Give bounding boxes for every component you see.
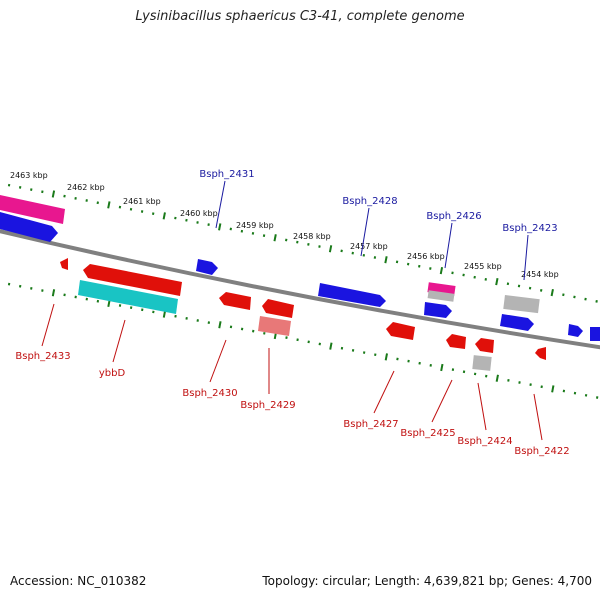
gene-bar[interactable] (424, 302, 452, 318)
tick-mark (495, 277, 499, 286)
gene-label-reverse[interactable]: Bsph_2422 (514, 446, 569, 457)
tick-marks (7, 183, 599, 399)
gene-pink[interactable] (0, 195, 65, 224)
gene-bar[interactable] (0, 212, 58, 242)
leader-line (431, 379, 453, 423)
gene-bar[interactable] (83, 264, 182, 296)
scale-labels: 2463 kbp 2462 kbp 2461 kbp 2460 kbp 2459… (10, 171, 559, 279)
gene-bsph-2429-light[interactable] (258, 316, 291, 336)
leader-line (209, 339, 227, 383)
gene-bsph-2433[interactable] (60, 258, 68, 270)
accession-text: Accession: NC_010382 (10, 574, 147, 588)
gene-bsph-2424-gray[interactable] (472, 355, 492, 371)
gene-label-reverse[interactable]: ybbD (99, 368, 126, 379)
gene-bsph-2431[interactable] (196, 259, 218, 275)
tick-mark (51, 289, 56, 297)
scale-label: 2459 kbp (236, 221, 274, 230)
leader-line (360, 207, 370, 257)
scale-label: 2460 kbp (180, 209, 218, 218)
leader-line (533, 393, 543, 441)
scale-label: 2456 kbp (407, 252, 445, 261)
tick-mark (384, 353, 389, 361)
gene-bsph-2425[interactable] (446, 334, 466, 349)
gene-label-reverse[interactable]: Bsph_2430 (182, 388, 237, 399)
gene-bsph-2424[interactable] (475, 338, 494, 353)
gene-bsph-2430[interactable] (219, 292, 251, 310)
tick-mark (550, 288, 554, 297)
gene-label-forward[interactable]: Bsph_2423 (502, 223, 557, 234)
gene-label-forward[interactable]: Bsph_2426 (426, 211, 481, 222)
leader-line (112, 319, 126, 363)
gene-label-reverse[interactable]: Bsph_2427 (343, 419, 398, 430)
map-title: Lysinibacillus sphaericus C3-41, complet… (135, 9, 465, 24)
tick-mark (551, 385, 555, 393)
gene-bsph-2429[interactable] (262, 299, 294, 318)
gene-bsph-2423-gray[interactable] (503, 294, 540, 314)
leader-line (444, 222, 453, 269)
tick-mark (495, 374, 499, 382)
gene-label-reverse[interactable]: Bsph_2425 (400, 428, 455, 439)
gene-bar[interactable] (500, 314, 534, 331)
gene-label-forward[interactable]: Bsph_2431 (199, 169, 254, 180)
leader-line (215, 180, 226, 229)
scale-label: 2461 kbp (123, 197, 161, 206)
reverse-genes (60, 258, 546, 371)
tick-mark (107, 299, 111, 308)
scale-label: 2463 kbp (10, 171, 48, 180)
leader-line (523, 234, 529, 281)
tick-mark (218, 321, 222, 329)
forward-genes (0, 195, 600, 341)
gene-label-forward[interactable]: Bsph_2428 (342, 196, 397, 207)
scale-label: 2457 kbp (350, 242, 388, 251)
gene-bsph-2426-gray[interactable] (427, 290, 455, 302)
tick-mark (439, 267, 444, 275)
gene-bar[interactable] (590, 327, 600, 341)
gene-bsph-2422[interactable] (535, 347, 546, 360)
leader-line (373, 370, 395, 414)
leader-line (41, 303, 55, 347)
label-leaders (41, 180, 543, 441)
scale-label: 2454 kbp (521, 270, 559, 279)
gene-label-reverse[interactable]: Bsph_2429 (240, 400, 295, 411)
leader-line (477, 382, 487, 431)
gene-label-reverse[interactable]: Bsph_2424 (457, 436, 512, 447)
genome-backbone (0, 229, 600, 350)
tick-mark (329, 342, 333, 350)
gene-label-reverse[interactable]: Bsph_2433 (15, 351, 70, 362)
tick-mark (384, 256, 388, 264)
tick-mark (218, 223, 222, 231)
scale-label: 2455 kbp (464, 262, 502, 271)
tick-mark (162, 212, 166, 220)
topology-text: Topology: circular; Length: 4,639,821 bp… (262, 574, 592, 588)
tick-mark (328, 245, 333, 253)
tick-mark (273, 234, 277, 242)
gene-ybbd[interactable] (78, 280, 178, 314)
tick-mark (440, 363, 444, 372)
scale-label: 2458 kbp (293, 232, 331, 241)
scale-label: 2462 kbp (67, 183, 105, 192)
gene-bsph-2428[interactable] (318, 283, 386, 307)
gene-bsph-2427[interactable] (386, 322, 415, 340)
tick-mark (51, 190, 56, 198)
tick-mark (107, 201, 111, 209)
gene-bar[interactable] (568, 324, 583, 337)
